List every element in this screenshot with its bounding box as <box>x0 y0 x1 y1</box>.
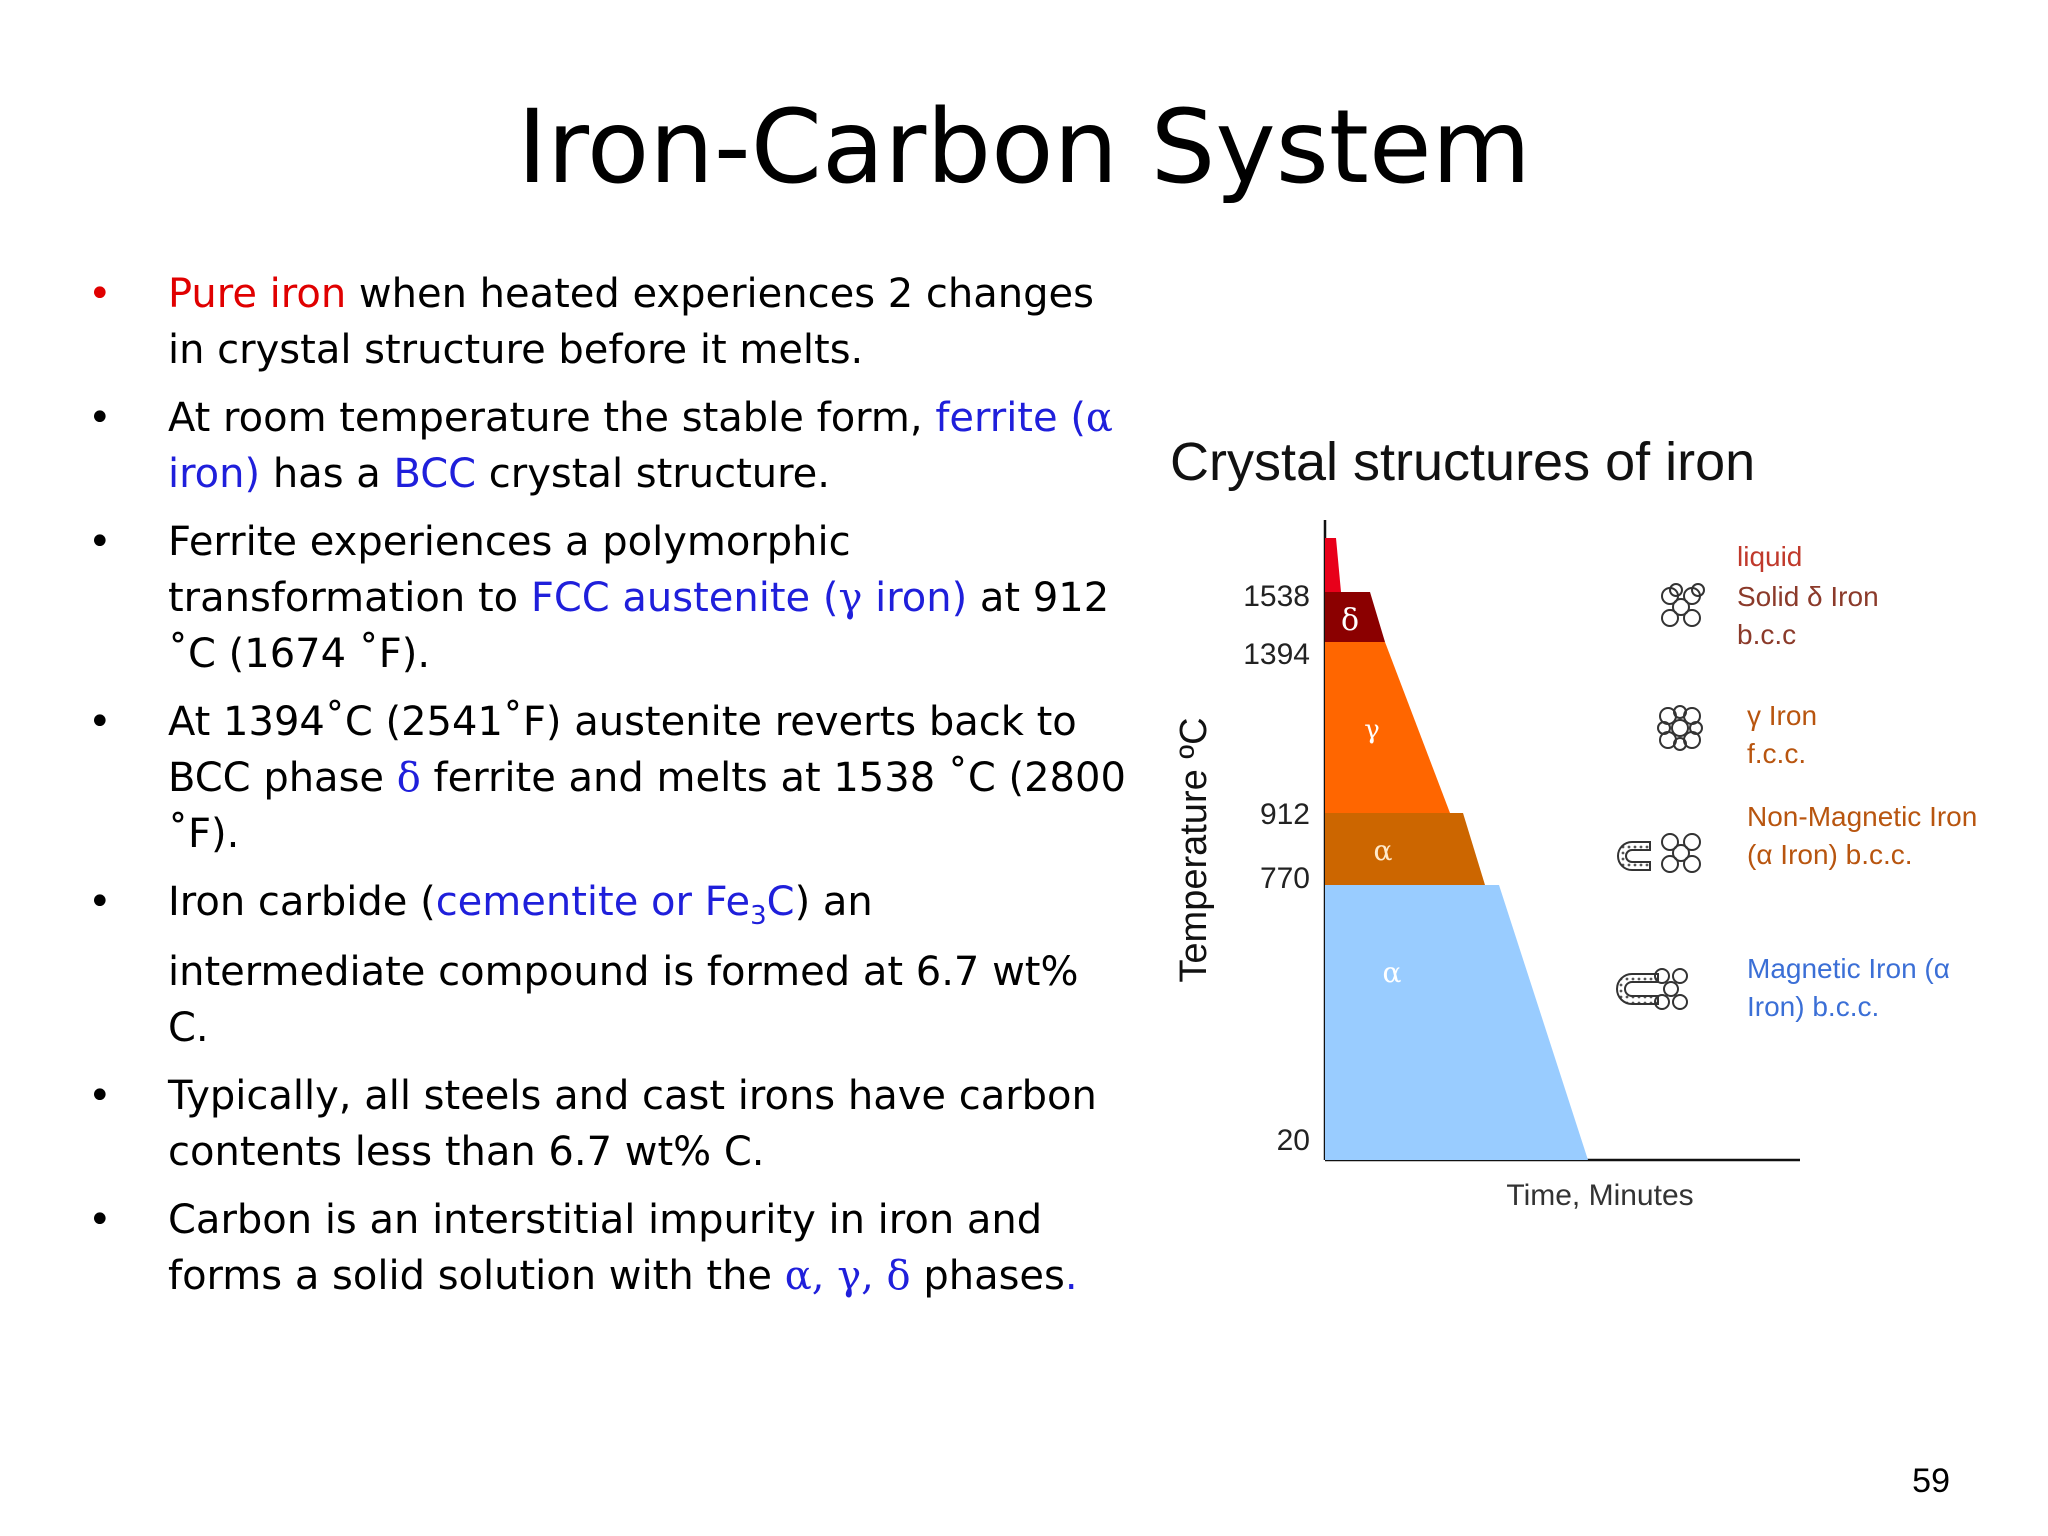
y-tick-label: 770 <box>1260 862 1310 895</box>
sublabel-delta: b.c.c <box>1737 619 1796 650</box>
bullet-list: • Pure iron when heated experiences 2 cha… <box>88 266 1128 1316</box>
label-liquid: liquid <box>1737 541 1802 572</box>
bullet-text: when heated experiences 2 changes in cry… <box>168 271 1094 373</box>
bullet-item: • At 1394˚C (2541˚F) austenite reverts ba… <box>88 694 1128 862</box>
bullet-text: BCC <box>393 451 477 497</box>
sublabel-gamma: f.c.c. <box>1747 738 1806 769</box>
bcc-cube-icon <box>1661 833 1701 873</box>
bullet-text: iron) <box>862 575 968 621</box>
phase-symbol-alpha-nonmagnetic: α <box>1374 834 1393 867</box>
bullet-item: • Carbon is an interstitial impurity in i… <box>88 1192 1128 1304</box>
sublabel-alpha-nonmagnetic: (α Iron) b.c.c. <box>1747 839 1913 870</box>
bullet-dot: • <box>88 1073 112 1119</box>
bullet-text: α, γ, δ <box>784 1253 911 1299</box>
sublabel-alpha-magnetic: Iron) b.c.c. <box>1747 991 1879 1022</box>
x-axis-label: Time, Minutes <box>1506 1179 1693 1212</box>
bullet-text: Ferrite experiences a polymorphic transf… <box>168 519 851 621</box>
y-tick-label: 20 <box>1277 1124 1310 1157</box>
bullet-text: cementite or Fe <box>435 879 751 925</box>
bullet-text: At room temperature the stable form, <box>168 395 936 441</box>
bullet-text: 3 <box>750 901 767 931</box>
bcc-cube-icon <box>1661 583 1705 627</box>
label-alpha-magnetic: Magnetic Iron (α <box>1747 953 1950 984</box>
bullet-text: ferrite and melts at 1538 ˚C (2800 ˚F). <box>168 755 1126 857</box>
bullet-text: FCC austenite ( <box>530 575 839 621</box>
bullet-dot: • <box>88 519 112 565</box>
label-gamma: γ Iron <box>1747 700 1817 731</box>
bullet-text: at 912 ˚C (1674 ˚F). <box>168 575 1110 677</box>
bullet-text: Pure iron <box>168 271 347 317</box>
fcc-cube-icon <box>1657 705 1703 751</box>
bullet-text: ) an intermediate compound is formed at … <box>168 879 1079 1051</box>
crystal-structure-chart: Crystal structures of iron δ γ α α 1538 … <box>1150 420 2030 1220</box>
bullet-text: γ <box>838 575 863 621</box>
bullet-dot: • <box>88 1197 112 1243</box>
band-liquid <box>1325 538 1341 592</box>
label-alpha-nonmagnetic: Non-Magnetic Iron <box>1747 801 1977 832</box>
y-axis-label: Temperature ºC <box>1173 717 1215 982</box>
bullet-text: α <box>1085 395 1113 441</box>
bullet-item: • Iron carbide (cementite or Fe3C) an int… <box>88 874 1128 1056</box>
bullet-text: ferrite ( <box>935 395 1086 441</box>
bullet-text: iron) <box>168 451 261 497</box>
magnet-icon <box>1617 841 1651 871</box>
bullet-dot: • <box>88 699 112 745</box>
bullet-text: Iron carbide ( <box>168 879 436 925</box>
bullet-item: • Typically, all steels and cast irons ha… <box>88 1068 1128 1180</box>
phase-symbol-gamma: γ <box>1364 715 1380 745</box>
bullet-text: has a <box>260 451 394 497</box>
bullet-dot: • <box>88 395 112 441</box>
magnet-bcc-icon <box>1616 968 1688 1010</box>
bullet-text: crystal structure. <box>476 451 831 497</box>
band-gamma <box>1325 642 1450 813</box>
bullet-text: At 1394˚C (2541˚F) austenite reverts bac… <box>168 699 1077 801</box>
bullet-item: • Pure iron when heated experiences 2 cha… <box>88 266 1128 378</box>
phase-symbol-delta: δ <box>1341 603 1359 638</box>
y-tick-label: 1394 <box>1243 638 1310 671</box>
bullet-text: phases <box>910 1253 1065 1299</box>
band-delta <box>1325 592 1385 642</box>
chart-title: Crystal structures of iron <box>1170 432 1755 492</box>
band-alpha-magnetic <box>1325 885 1588 1160</box>
y-tick-label: 912 <box>1260 798 1310 831</box>
slide-title: Iron-Carbon System <box>517 88 1531 207</box>
bullet-item: • At room temperature the stable form, f… <box>88 390 1128 502</box>
bullet-dot: • <box>88 879 112 925</box>
bullet-item: • Ferrite experiences a polymorphic trans… <box>88 514 1128 682</box>
bullet-text: δ <box>396 755 421 801</box>
bullet-text: C <box>766 879 795 925</box>
bullet-text: . <box>1064 1253 1078 1299</box>
label-delta: Solid δ Iron <box>1737 581 1879 612</box>
y-tick-label: 1538 <box>1243 580 1310 613</box>
bullet-text: Carbon is an interstitial impurity in ir… <box>168 1197 1043 1299</box>
phase-symbol-alpha-magnetic: α <box>1383 956 1402 989</box>
page-number: 59 <box>1912 1462 1950 1500</box>
bullet-dot: • <box>88 271 112 317</box>
bullet-text: Typically, all steels and cast irons hav… <box>168 1073 1097 1175</box>
band-alpha-nonmagnetic <box>1325 813 1485 885</box>
